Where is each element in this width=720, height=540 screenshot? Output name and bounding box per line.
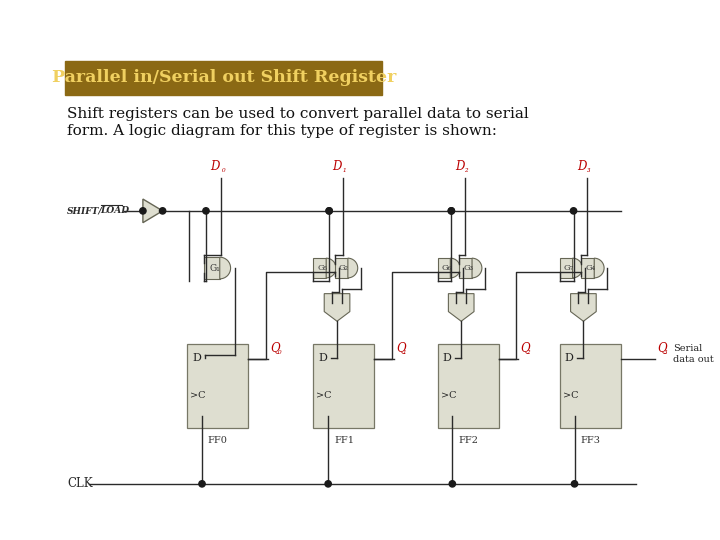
Bar [204,257,220,279]
Bar [335,258,348,278]
Text: G₃: G₃ [463,264,473,272]
Wedge shape [220,257,230,279]
Text: G₆: G₆ [441,264,451,272]
Text: LOAD: LOAD [101,206,130,215]
Polygon shape [324,294,350,321]
Polygon shape [449,294,474,321]
Polygon shape [570,294,596,321]
Text: Q: Q [396,341,406,354]
Circle shape [159,208,166,214]
Bar [582,258,594,278]
Text: G₁: G₁ [210,264,220,273]
Text: CLK: CLK [67,477,93,490]
Text: FF1: FF1 [334,436,354,444]
Bar [313,258,326,278]
Text: ₁: ₁ [403,347,407,356]
FancyBboxPatch shape [559,344,621,428]
Text: G₅: G₅ [318,264,328,272]
Bar [438,258,451,278]
Circle shape [325,481,331,487]
Wedge shape [472,258,482,278]
Text: >C: >C [563,392,578,400]
Wedge shape [594,258,604,278]
Text: Serial: Serial [673,344,702,353]
Text: FF3: FF3 [580,436,600,444]
Text: D: D [577,160,586,173]
FancyBboxPatch shape [187,344,248,428]
Text: Parallel in/Serial out Shift Register: Parallel in/Serial out Shift Register [52,69,396,86]
FancyBboxPatch shape [65,61,382,94]
Text: ₂: ₂ [527,347,531,356]
Text: D: D [443,353,451,363]
Text: FF2: FF2 [458,436,478,444]
Circle shape [326,208,333,214]
Text: ₂: ₂ [465,165,469,174]
Text: ₁: ₁ [343,165,346,174]
Text: ₀: ₀ [277,347,281,356]
Text: ₃: ₃ [665,347,668,356]
Text: Q: Q [657,341,667,354]
Text: D: D [192,353,201,363]
Text: Q: Q [270,341,279,354]
Text: >C: >C [441,392,456,400]
Text: G₄: G₄ [585,264,595,272]
Text: FF0: FF0 [208,436,228,444]
Text: data out: data out [673,355,714,363]
Circle shape [199,481,205,487]
Text: >C: >C [190,392,206,400]
FancyBboxPatch shape [313,344,374,428]
Circle shape [326,208,333,214]
Text: D: D [564,353,574,363]
Text: SHIFT/: SHIFT/ [67,206,103,215]
Text: ₀: ₀ [221,165,225,174]
Polygon shape [143,199,163,222]
FancyBboxPatch shape [438,344,499,428]
Text: ₃: ₃ [588,165,591,174]
Wedge shape [572,258,582,278]
Circle shape [140,208,146,214]
Bar [459,258,472,278]
Bar [559,258,572,278]
Text: D: D [210,160,220,173]
Text: Shift registers can be used to convert parallel data to serial: Shift registers can be used to convert p… [67,107,528,122]
Text: G₂: G₂ [339,264,349,272]
Text: form. A logic diagram for this type of register is shown:: form. A logic diagram for this type of r… [67,124,497,138]
Wedge shape [348,258,358,278]
Circle shape [449,481,456,487]
Text: >C: >C [316,392,332,400]
Text: Q: Q [521,341,530,354]
Circle shape [203,208,209,214]
Circle shape [572,481,577,487]
Circle shape [570,208,577,214]
Wedge shape [326,258,336,278]
Text: G₇: G₇ [564,264,574,272]
Wedge shape [451,258,460,278]
Text: D: D [333,160,342,173]
Text: D: D [318,353,327,363]
Text: D: D [455,160,464,173]
Circle shape [448,208,454,214]
Circle shape [448,208,454,214]
